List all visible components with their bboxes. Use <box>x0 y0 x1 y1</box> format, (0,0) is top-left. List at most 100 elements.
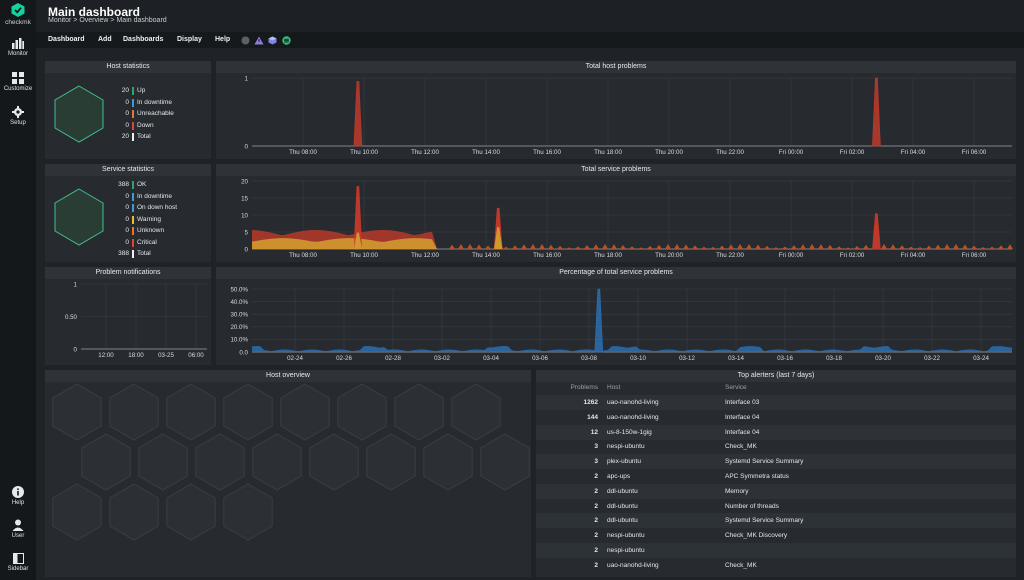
host-hexagon-tile[interactable] <box>52 483 102 541</box>
cell-service[interactable]: Number of threads <box>725 502 779 510</box>
host-hexagon-tile[interactable] <box>109 383 159 441</box>
cell-service[interactable]: Check_MK <box>725 443 757 451</box>
table-row[interactable]: 2 uao-nanohd-living Check_MK <box>536 558 1016 573</box>
stat-row-critical[interactable]: 0 Critical <box>121 238 209 248</box>
table-row[interactable]: 3 nespi-ubuntu Check_MK <box>536 439 1016 454</box>
cell-host[interactable]: nespi-ubuntu <box>607 443 645 451</box>
sidebar-item-customize[interactable]: Customize <box>0 72 36 92</box>
column-header-problems[interactable]: Problems <box>570 384 598 391</box>
minor-bump <box>827 244 833 249</box>
host-hexagon-tile[interactable] <box>394 383 444 441</box>
cell-service[interactable]: Systemd Service Summary <box>725 458 804 466</box>
stat-row-total[interactable]: 20 Total <box>121 132 209 142</box>
total-host-problems-graph[interactable]: 1 0 Thu 08:00 Thu 10:00 Thu 12:00 Thu 14:00 Th… <box>216 73 1016 159</box>
total-service-problems-graph[interactable]: 20 15 10 5 0 Thu 08:00 Thu 10:00 Thu 12:00 Thu 1… <box>216 176 1016 262</box>
cell-host[interactable]: uao-nanohd-living <box>607 399 659 406</box>
sidebar-item-monitor[interactable]: Monitor <box>0 38 36 57</box>
cell-host[interactable]: us-8-150w-1gig <box>607 428 652 436</box>
cell-host[interactable]: uao-nanohd-living <box>607 561 659 569</box>
host-hexagon-tile[interactable] <box>166 483 216 541</box>
cell-service[interactable]: Interface 04 <box>725 428 760 436</box>
stat-row-on-down-host[interactable]: 0 On down host <box>121 203 209 213</box>
sidebar-item-sidebar[interactable]: Sidebar <box>0 553 36 572</box>
stat-row-in-downtime[interactable]: 0 In downtime <box>121 192 209 202</box>
percentage-service-problems-graph[interactable]: 50.0% 40.0% 30.0% 20.0% 10.0% 0.0 02-24 02-26 02… <box>216 279 1016 365</box>
table-row[interactable]: 2 nespi-ubuntu Check_MK Discovery <box>536 528 1016 543</box>
circle-icon[interactable] <box>241 36 250 45</box>
host-hexagon[interactable] <box>53 85 105 143</box>
table-row[interactable]: 12 us-8-150w-1gig Interface 04 <box>536 424 1016 440</box>
cell-host[interactable]: ddl-ubuntu <box>607 517 638 525</box>
cell-service[interactable]: Systemd Service Summary <box>725 517 804 525</box>
column-header-host[interactable]: Host <box>607 384 621 391</box>
table-row[interactable]: 3 plex-ubuntu Systemd Service Summary <box>536 454 1016 470</box>
list-icon[interactable] <box>282 35 291 45</box>
host-hexagon-tile[interactable] <box>52 383 102 441</box>
cell-service[interactable]: Interface 04 <box>725 413 760 421</box>
host-hexagon-tile[interactable] <box>166 383 216 441</box>
cell-problems: 144 <box>587 413 598 421</box>
host-hexagon-tile[interactable] <box>109 483 159 541</box>
host-hexagon-tile[interactable] <box>337 383 387 441</box>
cell-service[interactable]: Interface 03 <box>725 399 760 406</box>
cube-icon[interactable] <box>268 36 277 45</box>
cell-host[interactable]: uao-nanohd-living <box>607 413 659 421</box>
host-hexagon-tile[interactable] <box>223 383 273 441</box>
table-row[interactable]: 1262 uao-nanohd-living Interface 03 <box>536 395 1016 410</box>
table-row[interactable]: 2 ddl-ubuntu Systemd Service Summary <box>536 513 1016 529</box>
table-row[interactable]: 2 ddl-ubuntu Number of threads <box>536 499 1016 514</box>
host-hexagon-tile[interactable] <box>280 383 330 441</box>
cell-service[interactable]: Check_MK <box>725 561 757 569</box>
host-overview-hex-grid[interactable] <box>45 382 531 577</box>
menu-dashboards[interactable]: Dashboards <box>123 36 164 43</box>
breadcrumb[interactable]: Monitor > Overview > Main dashboard <box>48 17 167 24</box>
column-header-service[interactable]: Service <box>725 384 747 391</box>
host-hexagon-tile[interactable] <box>138 433 188 491</box>
host-hexagon-tile[interactable] <box>423 433 473 491</box>
host-hexagon-tile[interactable] <box>195 433 245 491</box>
host-hexagon-tile[interactable] <box>81 433 131 491</box>
menu-help[interactable]: Help <box>215 36 231 43</box>
host-hexagon-tile[interactable] <box>366 433 416 491</box>
cell-service[interactable]: Memory <box>725 487 749 495</box>
host-hexagon-tile[interactable] <box>309 433 359 491</box>
problem-notifications-graph[interactable]: 1 0.50 0 12:00 18:00 03-25 06:00 <box>45 279 211 365</box>
stat-row-up[interactable]: 20 Up <box>121 86 209 96</box>
cell-service[interactable]: Check_MK Discovery <box>725 532 788 540</box>
table-row[interactable]: 2 nespi-ubuntu <box>536 543 1016 558</box>
warning-triangle-icon[interactable] <box>254 36 264 45</box>
menu-display[interactable]: Display <box>177 36 202 43</box>
menu-dashboard[interactable]: Dashboard <box>48 36 85 43</box>
stat-row-warning[interactable]: 0 Warning <box>121 215 209 225</box>
table-row[interactable]: 144 uao-nanohd-living Interface 04 <box>536 410 1016 425</box>
cell-host[interactable]: ddl-ubuntu <box>607 487 638 495</box>
stat-row-unreachable[interactable]: 0 Unreachable <box>121 109 209 119</box>
cell-service[interactable]: APC Symmetra status <box>725 473 789 480</box>
sidebar-item-label: Sidebar <box>7 566 29 572</box>
stat-row-in-downtime[interactable]: 0 In downtime <box>121 98 209 108</box>
host-hexagon-tile[interactable] <box>223 483 273 541</box>
minor-bump <box>737 243 743 249</box>
minor-bump <box>809 243 815 249</box>
table-row[interactable]: 2 ddl-ubuntu Memory <box>536 483 1016 499</box>
table-row[interactable]: 2 apc-ups APC Symmetra status <box>536 469 1016 484</box>
cell-host[interactable]: apc-ups <box>607 473 631 480</box>
menu-add[interactable]: Add <box>98 36 112 43</box>
stat-row-ok[interactable]: 388 OK <box>118 180 209 190</box>
cell-host[interactable]: ddl-ubuntu <box>607 502 638 510</box>
cell-host[interactable]: nespi-ubuntu <box>607 547 645 554</box>
service-hexagon[interactable] <box>53 188 105 246</box>
sidebar-item-user[interactable]: User <box>0 519 36 539</box>
cell-host[interactable]: plex-ubuntu <box>607 458 641 466</box>
percentage-area <box>252 346 1012 352</box>
host-hexagon-tile[interactable] <box>252 433 302 491</box>
stat-row-unknown[interactable]: 0 Unknown <box>121 226 209 236</box>
stat-row-down[interactable]: 0 Down <box>121 121 209 131</box>
host-hexagon-tile[interactable] <box>451 383 501 441</box>
stat-row-total[interactable]: 388 Total <box>118 249 209 259</box>
sidebar-item-setup[interactable]: Setup <box>0 106 36 126</box>
cell-host[interactable]: nespi-ubuntu <box>607 532 645 540</box>
host-hexagon-tile[interactable] <box>480 433 530 491</box>
sidebar-item-help[interactable]: Help <box>0 486 36 506</box>
checkmk-logo[interactable]: checkmk <box>0 2 36 26</box>
